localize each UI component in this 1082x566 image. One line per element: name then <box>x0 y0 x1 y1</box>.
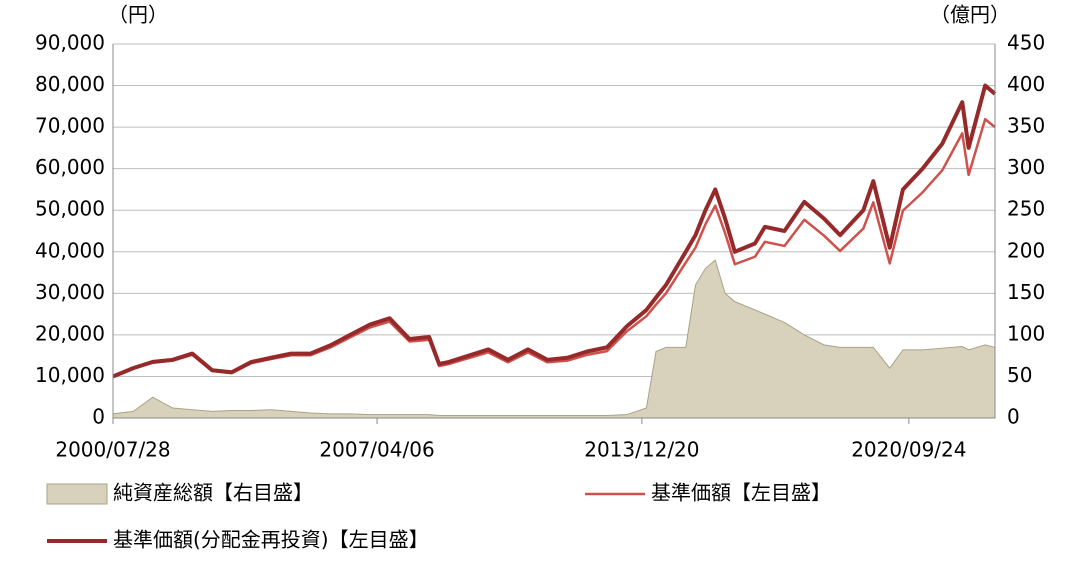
x-tick-label: 2000/07/28 <box>55 438 170 462</box>
y-tick-label: 20,000 <box>35 321 105 345</box>
x-tick-label: 2020/09/24 <box>851 438 966 462</box>
y2-tick-label: 200 <box>1007 238 1045 262</box>
x-tick-label: 2007/04/06 <box>319 438 434 462</box>
legend-label: 基準価額【左目盛】 <box>651 481 831 505</box>
y2-tick-label: 50 <box>1007 363 1032 387</box>
y-tick-label: 90,000 <box>35 31 105 55</box>
line <box>112 117 996 378</box>
legend-swatch <box>46 483 108 505</box>
y2-tick-label: 400 <box>1007 72 1045 96</box>
line <box>112 83 997 379</box>
y-tick-label: 30,000 <box>35 280 105 304</box>
y-tick-label: 70,000 <box>35 114 105 138</box>
y2-tick-label: 300 <box>1007 155 1045 179</box>
y2-tick-label: 150 <box>1007 280 1045 304</box>
y-tick-label: 80,000 <box>35 72 105 96</box>
area <box>112 259 996 419</box>
legend-label: 純資産総額【右目盛】 <box>113 481 313 505</box>
y-unit-label: （円） <box>108 3 168 27</box>
y-tick-label: 40,000 <box>35 238 105 262</box>
y-tick-label: 10,000 <box>35 363 105 387</box>
y2-tick-label: 100 <box>1007 321 1045 345</box>
x-tick-label: 2013/12/20 <box>584 438 699 462</box>
y2-tick-label: 350 <box>1007 114 1045 138</box>
y-tick-label: 60,000 <box>35 155 105 179</box>
y-tick-label: 50,000 <box>35 197 105 221</box>
y-tick-label: 0 <box>92 405 105 429</box>
y2-unit-label: （億円） <box>930 3 1010 27</box>
y2-tick-label: 250 <box>1007 197 1045 221</box>
y2-tick-label: 450 <box>1007 31 1045 55</box>
legend-label: 基準価額(分配金再投資)【左目盛】 <box>113 528 429 552</box>
y2-tick-label: 0 <box>1007 405 1020 429</box>
